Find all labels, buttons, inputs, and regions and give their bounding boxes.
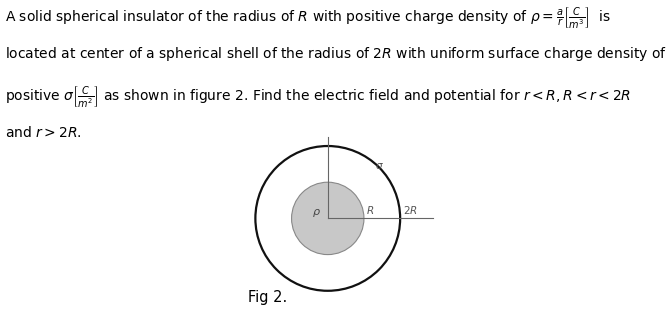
Text: $2R$: $2R$ [403, 203, 418, 216]
Text: $R$: $R$ [366, 203, 375, 216]
Circle shape [291, 182, 364, 255]
Text: and $r > 2R$.: and $r > 2R$. [5, 125, 82, 140]
Text: located at center of a spherical shell of the radius of $2R$ with uniform surfac: located at center of a spherical shell o… [5, 45, 667, 63]
Text: A solid spherical insulator of the radius of $R$ with positive charge density of: A solid spherical insulator of the radiu… [5, 5, 611, 31]
Text: positive $\sigma\left[\frac{C}{m^2}\right]$ as shown in figure 2. Find the elect: positive $\sigma\left[\frac{C}{m^2}\righ… [5, 85, 632, 110]
Text: $\sigma$: $\sigma$ [375, 161, 385, 171]
Text: $\rho$: $\rho$ [312, 207, 322, 219]
Text: Fig 2.: Fig 2. [248, 290, 287, 305]
